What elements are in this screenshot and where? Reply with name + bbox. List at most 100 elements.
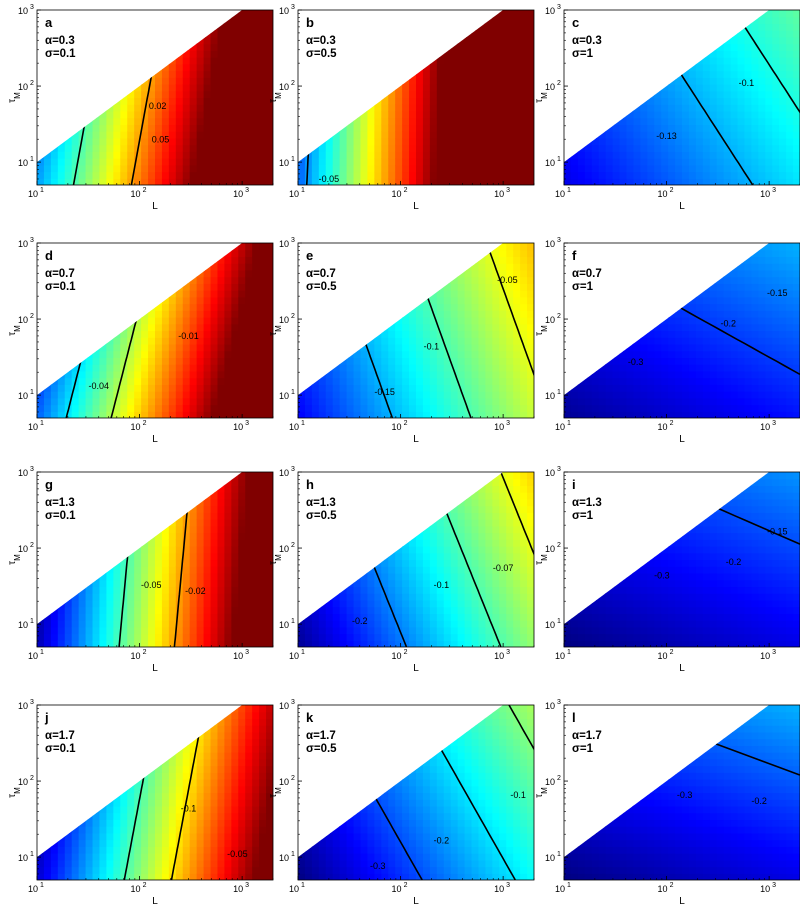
heat-cell [339,364,348,372]
heat-cell [367,104,375,112]
heat-cell [779,57,787,65]
heat-cell [598,164,607,173]
heat-cell [591,296,600,305]
heat-cell [584,23,593,31]
heat-cell [360,57,369,65]
heat-cell [450,404,459,412]
heat-cell [765,137,773,146]
heat-cell [619,110,628,119]
heat-cell [661,70,669,78]
heat-cell [612,77,621,85]
heat-cell [304,377,313,385]
heat-cell [598,110,607,119]
heat-cell [654,23,662,31]
heat-cell [605,124,614,132]
heat-cell [43,397,52,406]
heat-cell [577,397,586,406]
heat-cell [605,384,614,392]
heat-cell [506,276,514,284]
heat-cell [409,70,417,78]
heat-cell [238,364,246,372]
heat-cell [353,137,362,146]
heat-cell [99,57,108,65]
heat-cell [113,10,121,18]
heat-cell [85,350,94,359]
heat-cell [647,57,655,65]
heat-cell [175,384,184,392]
heat-cell [353,124,362,132]
heat-cell [37,310,45,318]
heat-cell [506,171,514,179]
heat-cell [92,124,101,132]
heat-cell [633,57,641,65]
heat-cell [443,97,452,105]
heat-cell [402,317,410,325]
heat-cell [450,370,459,379]
heat-cell [252,30,260,38]
heat-cell [106,323,114,332]
heat-cell [367,384,375,392]
heat-cell [457,50,466,58]
heat-cell [737,63,746,72]
heat-cell [591,323,600,332]
heat-cell [141,16,149,25]
heat-cell [654,124,662,132]
heat-cell [506,263,514,271]
heat-cell [758,97,766,105]
heat-cell [416,397,424,406]
heat-cell [374,243,382,251]
heat-cell [64,391,73,399]
heat-cell [499,97,507,105]
heat-cell [471,124,480,132]
heat-cell [409,243,417,251]
heat-cell [395,317,403,325]
heat-cell [527,397,534,406]
heat-cell [485,70,493,78]
heat-cell [155,43,163,51]
heat-cell [471,57,480,65]
heat-cell [409,290,417,298]
heat-cell [43,317,52,325]
heat-cell [779,178,787,185]
heat-cell [43,117,52,126]
heat-cell [381,303,389,311]
heat-cell [485,370,493,379]
y-tick-label: 10 [18,239,28,249]
heat-cell [196,57,205,65]
heat-cell [231,30,239,38]
heat-cell [217,337,226,345]
heat-cell [499,391,507,399]
heat-cell [409,137,417,146]
heat-cell [786,171,794,179]
heat-cell [311,343,320,352]
heat-cell [478,90,487,99]
heat-cell [155,57,163,65]
heat-cell [189,323,198,332]
heat-cell [231,90,239,99]
heat-cell [409,350,417,359]
heat-cell [492,263,500,271]
heat-cell [134,23,142,31]
heat-cell [57,164,66,173]
heat-cell [730,178,739,185]
heat-cell [647,171,655,179]
heat-cell [464,283,473,291]
heat-cell [259,63,267,72]
heat-cell [113,36,121,45]
heat-cell [182,323,191,332]
heat-cell [353,283,362,291]
heat-cell [161,144,170,152]
heat-cell [591,178,600,185]
heat-cell [71,243,80,251]
heat-cell [619,16,628,25]
heat-cell [175,317,184,325]
heat-cell [64,10,73,18]
heat-cell [196,171,205,179]
heat-cell [106,23,114,31]
heat-cell [429,104,438,112]
heat-cell [266,377,273,385]
heat-cell [716,23,725,31]
heat-cell [388,370,396,379]
heat-cell [141,276,149,284]
heat-cell [252,57,260,65]
